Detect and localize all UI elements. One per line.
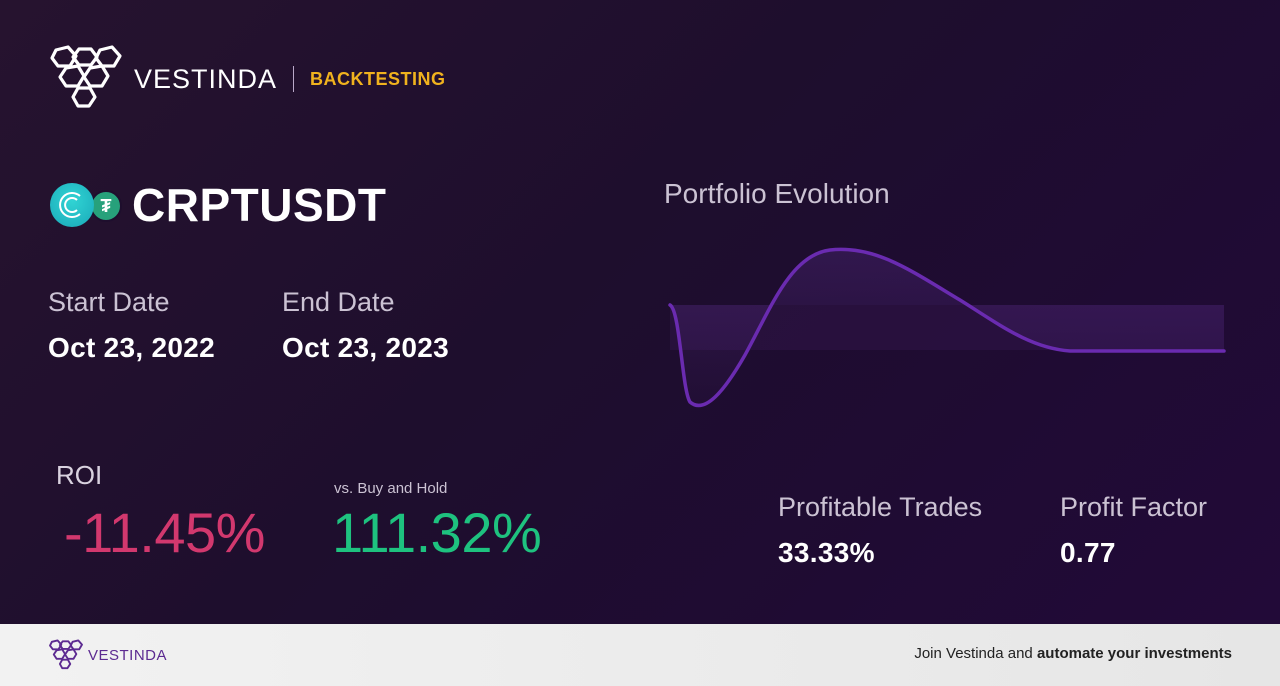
roi-value: -11.45% <box>64 501 265 564</box>
footer-cta-bold: automate your investments <box>1036 645 1232 662</box>
profitable-trades-value: 33.33% <box>778 537 875 568</box>
footer-bar: VESTINDA Join Vestinda and automate your… <box>0 624 1280 686</box>
brand-header: VESTINDA BACKTESTING <box>48 45 446 112</box>
main-card: VESTINDA BACKTESTING ₮ CRPTUSDT Start Da… <box>0 0 1280 624</box>
end-date-label: End Date <box>282 287 395 317</box>
buy-hold-value: 111.32% <box>332 501 542 564</box>
vestinda-logo-icon <box>49 639 83 670</box>
chart-area <box>670 249 1224 406</box>
brand-divider <box>293 66 295 92</box>
footer-brand[interactable]: VESTINDA <box>48 639 167 671</box>
portfolio-evolution-chart <box>668 247 1226 408</box>
pair-name: CRPTUSDT <box>132 179 387 231</box>
brand-tag: BACKTESTING <box>310 68 446 89</box>
tether-coin-icon: ₮ <box>90 190 122 222</box>
footer-cta[interactable]: Join Vestinda and automate your investme… <box>914 645 1232 662</box>
chart-title: Portfolio Evolution <box>664 178 890 209</box>
start-date-value: Oct 23, 2022 <box>48 332 216 363</box>
trading-pair: ₮ CRPTUSDT <box>50 178 386 232</box>
footer-cta-prefix: Join Vestinda and <box>914 645 1033 662</box>
vestinda-logo-icon <box>50 45 122 108</box>
profit-factor-label: Profit Factor <box>1060 492 1208 522</box>
roi-label: ROI <box>56 460 103 490</box>
crpt-coin-icon <box>50 183 94 227</box>
buy-hold-label: vs. Buy and Hold <box>334 480 448 497</box>
brand-name: VESTINDA <box>134 63 278 94</box>
profitable-trades-label: Profitable Trades <box>778 492 983 522</box>
start-date-label: Start Date <box>48 287 170 317</box>
chart-line <box>668 247 1226 408</box>
footer-brand-name: VESTINDA <box>88 646 168 664</box>
profit-factor-value: 0.77 <box>1060 537 1116 568</box>
end-date-value: Oct 23, 2023 <box>282 332 450 363</box>
